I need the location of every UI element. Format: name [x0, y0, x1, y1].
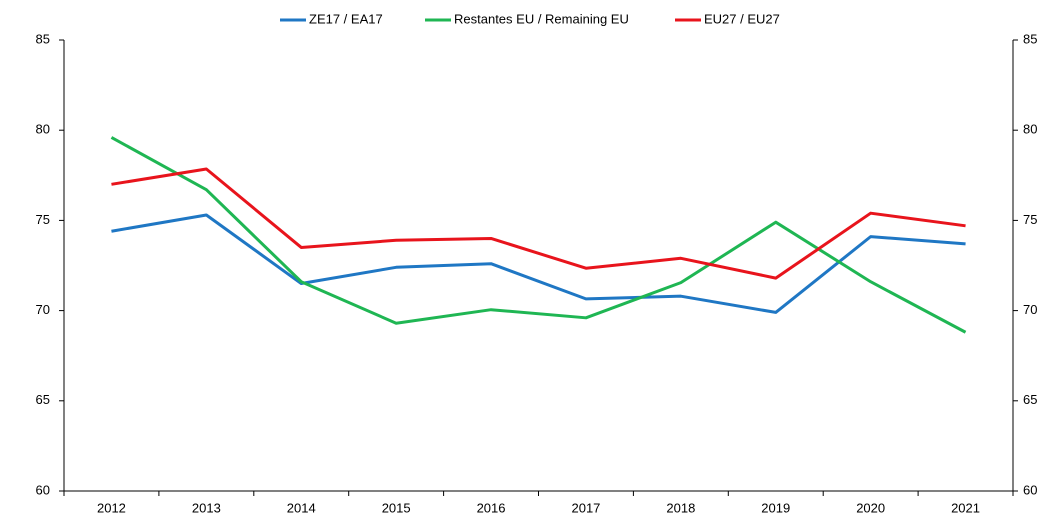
x-tick-label: 2017	[571, 500, 600, 515]
x-tick-label: 2021	[951, 500, 980, 515]
x-tick-label: 2013	[192, 500, 221, 515]
y2-tick-label: 70	[1023, 302, 1037, 317]
x-tick-label: 2018	[666, 500, 695, 515]
y-tick-label: 60	[36, 482, 50, 497]
x-tick-label: 2020	[856, 500, 885, 515]
y-tick-label: 80	[36, 122, 50, 137]
series-line	[110, 136, 967, 334]
legend-label: Restantes EU / Remaining EU	[454, 11, 629, 26]
y-tick-label: 85	[36, 31, 50, 46]
y2-tick-label: 65	[1023, 392, 1037, 407]
y2-tick-label: 75	[1023, 212, 1037, 227]
x-tick-label: 2012	[97, 500, 126, 515]
series-line	[111, 213, 966, 314]
legend-label: EU27 / EU27	[704, 11, 780, 26]
x-tick-label: 2015	[382, 500, 411, 515]
series-line	[111, 167, 966, 280]
y-tick-label: 70	[36, 302, 50, 317]
x-tick-label: 2016	[477, 500, 506, 515]
legend-label: ZE17 / EA17	[309, 11, 383, 26]
x-tick-label: 2019	[761, 500, 790, 515]
y-tick-label: 65	[36, 392, 50, 407]
y2-tick-label: 60	[1023, 482, 1037, 497]
y2-tick-label: 85	[1023, 31, 1037, 46]
y2-tick-label: 80	[1023, 122, 1037, 137]
x-tick-label: 2014	[287, 500, 316, 515]
y-tick-label: 75	[36, 212, 50, 227]
